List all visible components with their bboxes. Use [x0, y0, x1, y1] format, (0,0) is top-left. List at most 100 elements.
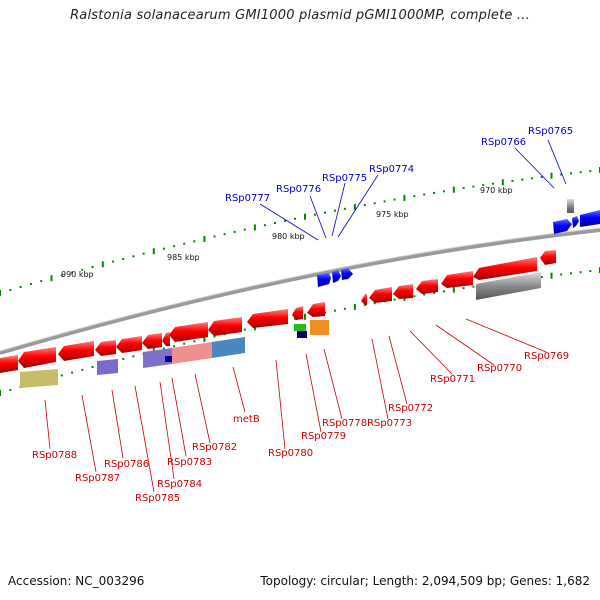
gene-reverse[interactable] — [162, 332, 170, 346]
gene-label-RSp0769[interactable]: RSp0769 — [524, 351, 569, 362]
tick-minor — [560, 273, 563, 276]
tick-minor — [393, 198, 396, 201]
tick-major — [353, 203, 356, 210]
gene-forward[interactable] — [553, 219, 572, 234]
tick-minor — [162, 247, 165, 250]
gene-reverse[interactable] — [369, 287, 392, 303]
gene-reverse[interactable] — [307, 302, 325, 317]
gene-label-RSp0766[interactable]: RSp0766 — [481, 137, 526, 148]
gene-reverse[interactable] — [95, 340, 116, 356]
gene-forward[interactable] — [580, 210, 600, 227]
tick-minor — [193, 340, 196, 343]
tick-major — [253, 224, 256, 231]
gene-label-RSp0783[interactable]: RSp0783 — [167, 457, 212, 468]
tick-major — [501, 179, 504, 186]
gene-reverse[interactable] — [58, 341, 94, 361]
gene-label-RSp0788[interactable]: RSp0788 — [32, 450, 77, 461]
tick-major — [304, 313, 306, 320]
gene-reverse[interactable] — [0, 355, 18, 373]
gene-forward-feature[interactable] — [567, 199, 574, 213]
feature-block-pink[interactable] — [172, 342, 212, 364]
tick-minor — [334, 309, 336, 312]
gene-label-RSp0778[interactable]: RSp0778 — [322, 418, 367, 429]
tick-minor — [233, 230, 236, 233]
tick-minor — [112, 260, 114, 263]
tick-minor — [462, 187, 465, 190]
gene-reverse[interactable] — [116, 336, 142, 353]
gene-label-RSp0780[interactable]: RSp0780 — [268, 448, 313, 459]
tick-minor — [343, 307, 346, 310]
feature-block-grey[interactable] — [476, 272, 541, 300]
tick-major — [152, 248, 155, 255]
gene-forward[interactable] — [341, 268, 353, 280]
scale-label-990: 990 kbp — [61, 270, 94, 279]
gene-reverse[interactable] — [208, 317, 242, 336]
tick-minor — [413, 295, 416, 298]
tick-minor — [263, 224, 266, 227]
tick-major — [452, 186, 455, 193]
feature-block-navy[interactable] — [165, 356, 172, 362]
tick-minor — [433, 191, 436, 194]
feature-block-purple[interactable] — [143, 348, 172, 368]
gene-reverse[interactable] — [18, 347, 56, 368]
gene-label-RSp0782[interactable]: RSp0782 — [192, 442, 237, 453]
gene-label-RSp0786[interactable]: RSp0786 — [104, 459, 149, 470]
tick-major — [0, 290, 1, 296]
gene-label-RSp0770[interactable]: RSp0770 — [477, 363, 522, 374]
tick-minor — [284, 219, 286, 222]
gene-label-RSp0776[interactable]: RSp0776 — [276, 184, 321, 195]
gene-label-RSp0771[interactable]: RSp0771 — [430, 374, 475, 385]
tick-minor — [60, 274, 63, 277]
gene-reverse[interactable] — [540, 250, 556, 265]
feature-block-olive[interactable] — [20, 369, 58, 388]
gene-label-RSp0774[interactable]: RSp0774 — [369, 164, 414, 175]
gene-reverse[interactable] — [416, 279, 438, 294]
gene-label-RSp0779[interactable]: RSp0779 — [301, 431, 346, 442]
tick-minor — [393, 298, 396, 301]
feature-block-purple[interactable] — [97, 359, 118, 375]
gene-label-RSp0787[interactable]: RSp0787 — [75, 473, 120, 484]
tick-minor — [531, 177, 534, 180]
gene-label-RSp0777[interactable]: RSp0777 — [225, 193, 270, 204]
gene-label-metB[interactable]: metB — [233, 414, 260, 425]
tick-minor — [81, 368, 84, 371]
gene-forward[interactable] — [317, 273, 331, 287]
tick-minor — [579, 271, 582, 274]
gene-label-RSp0785[interactable]: RSp0785 — [135, 493, 180, 504]
gene-label-RSp0784[interactable]: RSp0784 — [157, 479, 202, 490]
gene-reverse[interactable] — [142, 333, 162, 349]
gene-reverse[interactable] — [473, 257, 537, 280]
gene-reverse[interactable] — [247, 309, 288, 328]
gene-reverse[interactable] — [361, 294, 367, 305]
reverse-genes — [0, 250, 556, 373]
tick-major — [304, 213, 306, 220]
gene-forward[interactable] — [572, 216, 579, 228]
feature-block-orange[interactable] — [310, 320, 329, 335]
gene-label-RSp0772[interactable]: RSp0772 — [388, 403, 433, 414]
tick-minor — [243, 228, 246, 231]
feature-block-navy[interactable] — [297, 331, 307, 338]
gene-reverse[interactable] — [292, 306, 303, 320]
label-lines — [44, 139, 567, 493]
tick-minor — [540, 176, 543, 178]
gene-reverse[interactable] — [169, 322, 208, 342]
scale-label-985: 985 kbp — [167, 253, 200, 262]
feature-block-steelblue[interactable] — [212, 337, 245, 358]
tick-minor — [122, 258, 125, 260]
tick-major — [203, 335, 206, 342]
page-title: Ralstonia solanacearum GMI1000 plasmid p… — [70, 8, 530, 23]
gene-reverse[interactable] — [393, 284, 413, 299]
tick-minor — [243, 328, 246, 331]
feature-block-green[interactable] — [294, 324, 306, 331]
tick-minor — [579, 171, 582, 174]
gene-label-RSp0775[interactable]: RSp0775 — [322, 173, 367, 184]
gene-forward[interactable] — [332, 270, 341, 283]
tick-minor — [142, 252, 145, 255]
gene-reverse[interactable] — [441, 271, 473, 288]
gene-label-RSp0773[interactable]: RSp0773 — [367, 418, 412, 429]
tick-major — [550, 172, 553, 179]
tick-minor — [472, 285, 475, 288]
gene-label-RSp0765[interactable]: RSp0765 — [528, 126, 573, 137]
tick-minor — [183, 242, 186, 245]
tick-minor — [334, 209, 336, 212]
